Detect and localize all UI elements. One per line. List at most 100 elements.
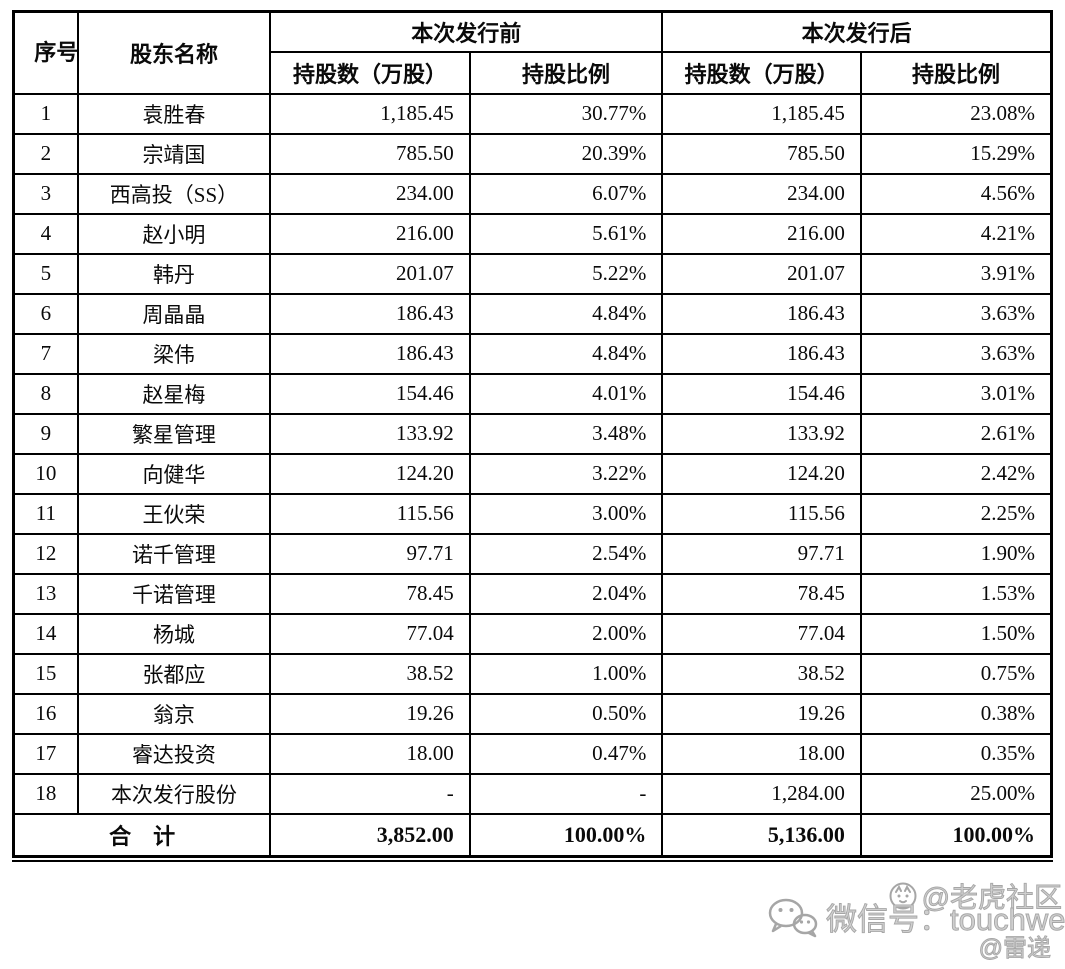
table-body: 1 袁胜春 1,185.45 30.77% 1,185.45 23.08% 2 … (12, 92, 1053, 858)
table-row: 12 诺千管理 97.71 2.54% 97.71 1.90% (12, 532, 1053, 575)
total-pre-ratio: 100.00% (468, 812, 664, 858)
row-shareholder-name: 本次发行股份 (76, 772, 272, 815)
table-row: 5 韩丹 201.07 5.22% 201.07 3.91% (12, 252, 1053, 295)
wechat-watermark: 微信号：touchweb (766, 894, 1065, 939)
row-pre-ratio: 0.50% (468, 692, 664, 735)
row-pre-ratio: 30.77% (468, 92, 664, 135)
row-shareholder-name: 西高投（SS） (76, 172, 272, 215)
tiger-community-watermark-label: @老虎社区 (921, 882, 1062, 914)
row-pre-shares: 234.00 (269, 172, 471, 215)
table-header: 序号 股东名称 本次发行前 本次发行后 持股数（万股） 持股比例 持股数（万股）… (12, 10, 1053, 95)
row-pre-ratio: 3.00% (468, 492, 664, 535)
row-shareholder-name: 张都应 (76, 652, 272, 695)
row-post-ratio: 0.75% (859, 652, 1053, 695)
table-row: 10 向健华 124.20 3.22% 124.20 2.42% (12, 452, 1053, 495)
row-shareholder-name: 梁伟 (76, 332, 272, 375)
row-pre-shares: 78.45 (269, 572, 471, 615)
row-pre-ratio: 5.61% (468, 212, 664, 255)
row-pre-ratio: 3.48% (468, 412, 664, 455)
row-shareholder-name: 杨城 (76, 612, 272, 655)
total-row: 合 计 3,852.00 100.00% 5,136.00 100.00% (12, 812, 1053, 858)
row-pre-shares: 154.46 (269, 372, 471, 415)
row-post-ratio: 2.25% (859, 492, 1053, 535)
row-post-ratio: 0.35% (859, 732, 1053, 775)
row-post-shares: 186.43 (661, 292, 862, 335)
row-pre-shares: - (269, 772, 471, 815)
row-pre-shares: 18.00 (269, 732, 471, 775)
row-pre-shares: 785.50 (269, 132, 471, 175)
row-pre-shares: 124.20 (269, 452, 471, 495)
table-row: 18 本次发行股份 - - 1,284.00 25.00% (12, 772, 1053, 815)
row-pre-ratio: 1.00% (468, 652, 664, 695)
row-post-ratio: 1.53% (859, 572, 1053, 615)
row-pre-ratio: 5.22% (468, 252, 664, 295)
row-pre-ratio: - (468, 772, 664, 815)
row-post-shares: 77.04 (661, 612, 862, 655)
table-row: 9 繁星管理 133.92 3.48% 133.92 2.61% (12, 412, 1053, 455)
row-no: 2 (12, 132, 79, 175)
row-pre-shares: 186.43 (269, 332, 471, 375)
header-index: 序号 (12, 10, 79, 95)
row-post-ratio: 3.63% (859, 332, 1053, 375)
row-no: 6 (12, 292, 79, 335)
row-pre-ratio: 2.00% (468, 612, 664, 655)
table-row: 17 睿达投资 18.00 0.47% 18.00 0.35% (12, 732, 1053, 775)
table-row: 7 梁伟 186.43 4.84% 186.43 3.63% (12, 332, 1053, 375)
table-row: 16 翁京 19.26 0.50% 19.26 0.38% (12, 692, 1053, 735)
tiger-logo-icon (888, 881, 918, 911)
header-index-label: 序号 (34, 40, 78, 66)
row-shareholder-name: 睿达投资 (76, 732, 272, 775)
row-post-ratio: 25.00% (859, 772, 1053, 815)
row-post-ratio: 2.61% (859, 412, 1053, 455)
row-post-shares: 1,284.00 (661, 772, 862, 815)
row-no: 7 (12, 332, 79, 375)
row-post-shares: 234.00 (661, 172, 862, 215)
row-no: 12 (12, 532, 79, 575)
header-post-issuance-group: 本次发行后 (661, 10, 1053, 53)
row-post-shares: 18.00 (661, 732, 862, 775)
header-row-columns: 持股数（万股） 持股比例 持股数（万股） 持股比例 (14, 50, 1053, 95)
row-shareholder-name: 繁星管理 (76, 412, 272, 455)
row-no: 3 (12, 172, 79, 215)
row-shareholder-name: 诺千管理 (76, 532, 272, 575)
row-post-shares: 1,185.45 (661, 92, 862, 135)
wechat-icon (766, 896, 818, 938)
total-post-ratio: 100.00% (859, 812, 1053, 858)
row-post-ratio: 23.08% (859, 92, 1053, 135)
row-no: 1 (12, 92, 79, 135)
row-post-ratio: 4.56% (859, 172, 1053, 215)
row-post-ratio: 15.29% (859, 132, 1053, 175)
row-post-ratio: 3.91% (859, 252, 1053, 295)
row-shareholder-name: 赵星梅 (76, 372, 272, 415)
row-pre-ratio: 4.84% (468, 332, 664, 375)
row-post-ratio: 0.38% (859, 692, 1053, 735)
row-shareholder-name: 翁京 (76, 692, 272, 735)
total-pre-shares: 3,852.00 (269, 812, 471, 858)
table-row: 8 赵星梅 154.46 4.01% 154.46 3.01% (12, 372, 1053, 415)
row-post-shares: 38.52 (661, 652, 862, 695)
row-pre-ratio: 6.07% (468, 172, 664, 215)
table-row: 11 王伙荣 115.56 3.00% 115.56 2.25% (12, 492, 1053, 535)
row-pre-ratio: 20.39% (468, 132, 664, 175)
row-pre-shares: 19.26 (269, 692, 471, 735)
header-post-shares: 持股数（万股） (661, 50, 862, 95)
row-post-shares: 115.56 (661, 492, 862, 535)
row-no: 8 (12, 372, 79, 415)
header-pre-shares: 持股数（万股） (269, 50, 471, 95)
row-post-shares: 154.46 (661, 372, 862, 415)
row-shareholder-name: 王伙荣 (76, 492, 272, 535)
total-label: 合 计 (12, 812, 272, 858)
tiger-community-watermark: @老虎社区 (888, 876, 1062, 916)
header-pre-issuance-group: 本次发行前 (269, 10, 664, 53)
row-post-ratio: 4.21% (859, 212, 1053, 255)
header-pre-ratio: 持股比例 (468, 50, 664, 95)
row-post-ratio: 1.50% (859, 612, 1053, 655)
table-row: 4 赵小明 216.00 5.61% 216.00 4.21% (12, 212, 1053, 255)
row-post-ratio: 3.63% (859, 292, 1053, 335)
row-pre-shares: 38.52 (269, 652, 471, 695)
row-no: 4 (12, 212, 79, 255)
row-post-shares: 186.43 (661, 332, 862, 375)
row-shareholder-name: 袁胜春 (76, 92, 272, 135)
table-row: 3 西高投（SS） 234.00 6.07% 234.00 4.56% (12, 172, 1053, 215)
shareholding-table: 序号 股东名称 本次发行前 本次发行后 持股数（万股） 持股比例 持股数（万股）… (12, 10, 1053, 858)
